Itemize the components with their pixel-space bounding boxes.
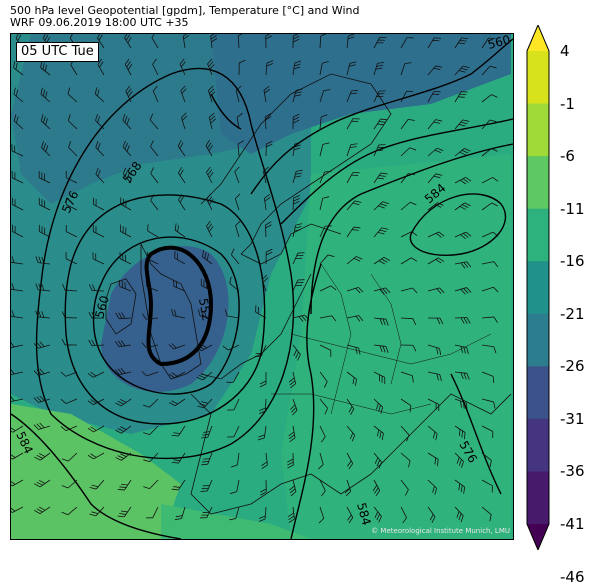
- colorbar-band: [527, 366, 549, 419]
- credit-text: © Meteorological Institute Munich, LMU: [371, 527, 510, 535]
- colorbar-tick-label: -26: [560, 358, 585, 374]
- warm-air-east: [281, 154, 511, 539]
- temperature-colorbar: [523, 25, 553, 550]
- colorbar-band: [527, 209, 549, 262]
- colorbar-tick-label: -1: [560, 96, 575, 112]
- colorbar-tick-label: -41: [560, 516, 585, 532]
- colorbar-max-extend: [527, 25, 549, 51]
- colorbar-band: [527, 471, 549, 524]
- colorbar-band: [527, 419, 549, 472]
- colorbar-tick-label: -21: [560, 306, 585, 322]
- colorbar-tick-label: -6: [560, 148, 575, 164]
- colorbar-tick-label: -16: [560, 253, 585, 269]
- colorbar-tick-label: -36: [560, 463, 585, 479]
- map-canvas: 560 568 576 584 560 552 584 576 584: [11, 34, 513, 539]
- colorbar-tick-label: -46: [560, 569, 585, 585]
- valid-time-label: 05 UTC Tue: [16, 42, 99, 62]
- colorbar-tick-label: -11: [560, 201, 585, 217]
- colorbar-tick-label: -31: [560, 411, 585, 427]
- colorbar-tick-label: 4: [560, 43, 570, 59]
- colorbar-min-extend: [527, 524, 549, 550]
- colorbar-band: [527, 261, 549, 314]
- weather-map: 560 568 576 584 560 552 584 576 584: [10, 33, 514, 540]
- colorbar-band: [527, 51, 549, 104]
- map-subtitle: WRF 09.06.2019 18:00 UTC +35: [10, 17, 189, 29]
- colorbar-band: [527, 314, 549, 367]
- colorbar-band: [527, 156, 549, 209]
- colorbar-band: [527, 104, 549, 157]
